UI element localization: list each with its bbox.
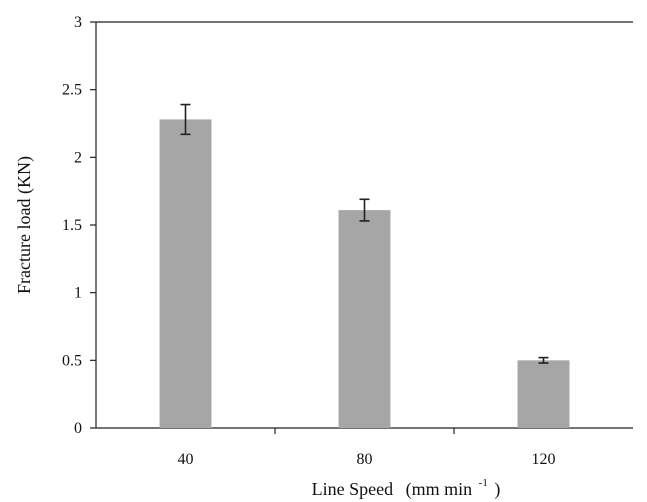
x-axis-title-main: Line Speed [312,479,393,499]
y-tick-label: 0 [74,420,82,437]
bar-80 [338,210,391,428]
x-axis-title: Line Speed (mm min -1 ) [312,470,501,500]
y-tick-label: 2.5 [62,82,82,99]
bar-40 [159,119,212,428]
y-tick-label: 2 [74,149,82,166]
y-tick-label: 1.5 [62,217,82,234]
y-tick-label: 0.5 [62,352,82,369]
plot-area: 0 0.5 1 1.5 2 2.5 3 40 80 120 [62,14,633,468]
y-tick-label: 1 [74,285,82,302]
x-axis-title-unit-close: ) [494,479,500,500]
x-axis-title-unit: (mm min [406,479,473,500]
x-tick-label-40: 40 [178,451,194,468]
x-tick-label-80: 80 [357,451,373,468]
bar-120 [517,360,570,428]
x-axis-title-unit-sup: -1 [479,477,488,489]
x-tick-label-120: 120 [532,451,556,468]
y-tick-label: 3 [74,14,82,31]
y-axis-title: Fracture load (KN) [14,156,35,294]
